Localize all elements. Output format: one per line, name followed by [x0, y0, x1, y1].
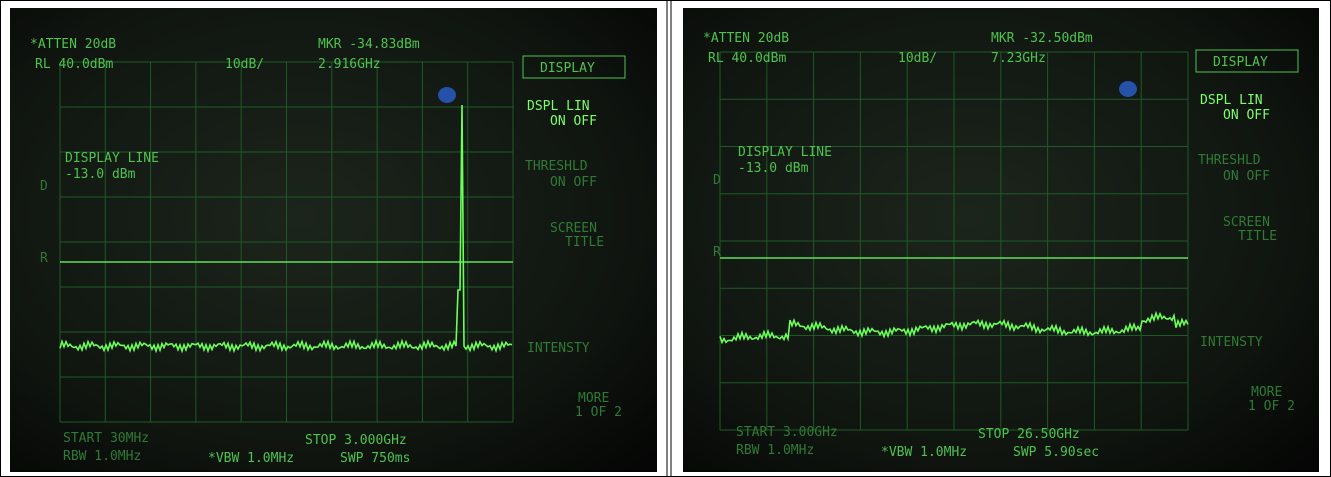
screen-text: D: [713, 173, 721, 188]
glare: [1119, 81, 1137, 97]
screen-text: TITLE: [1238, 229, 1277, 244]
screen-text: THRESHLD: [1198, 153, 1261, 168]
screen-text: ON OFF: [550, 114, 597, 129]
screen-text: ON OFF: [550, 175, 597, 190]
screen-text: *VBW 1.0MHz: [881, 445, 967, 460]
screen-text: D: [40, 179, 48, 194]
screen-text: ON OFF: [1223, 108, 1270, 123]
screen-text: 10dB/: [225, 57, 264, 72]
screen-text: STOP 3.000GHz: [305, 433, 407, 448]
screen-text: DISPLAY LINE: [65, 151, 159, 166]
trace: [59, 104, 513, 354]
screen-text: -13.0 dBm: [738, 161, 809, 176]
screen-text: START 3.00GHz: [736, 425, 838, 440]
screen-text: DISPLAY: [540, 61, 595, 76]
screen-text: DSPL LIN: [1200, 93, 1263, 108]
screen-text: DISPLAY: [1213, 55, 1268, 70]
screen-text: 2.916GHz: [318, 57, 381, 72]
screen-text: RBW 1.0MHz: [736, 443, 814, 458]
screen-text: DISPLAY LINE: [738, 145, 832, 160]
screen-text: MORE: [578, 391, 609, 406]
screen-text: MKR -34.83dBm: [318, 37, 420, 52]
screen-text: RL 40.0dBm: [35, 57, 113, 72]
glare: [438, 87, 456, 103]
screen-text: DSPL LIN: [527, 99, 590, 114]
screen-text: SCREEN: [550, 221, 597, 236]
screen-text: SCREEN: [1223, 215, 1270, 230]
screen-text: *ATTEN 20dB: [703, 31, 789, 46]
screen-text: SWP 750ms: [340, 451, 410, 466]
screen-text: RBW 1.0MHz: [63, 449, 141, 464]
screen-text: SWP 5.90sec: [1013, 445, 1099, 460]
screen-text: 1 OF 2: [575, 405, 622, 420]
menu-box: [522, 55, 626, 79]
screen-text: START 30MHz: [63, 431, 149, 446]
photo: [10, 8, 657, 472]
screen-text: MORE: [1251, 385, 1282, 400]
menu-box: [1195, 49, 1299, 73]
screen-text: *VBW 1.0MHz: [208, 451, 294, 466]
screen-text: TITLE: [565, 235, 604, 250]
screen-text: STOP 26.50GHz: [978, 427, 1080, 442]
trace: [719, 310, 1189, 345]
screen-text: INTENSTY: [1200, 335, 1263, 350]
screen-text: 7.23GHz: [991, 51, 1046, 66]
screen-text: INTENSTY: [527, 341, 590, 356]
screen-text: 1 OF 2: [1248, 399, 1295, 414]
screen-text: THRESHLD: [525, 159, 588, 174]
screen-text: MKR -32.50dBm: [991, 31, 1093, 46]
screen-text: 10dB/: [898, 51, 937, 66]
screen-text: R: [40, 251, 48, 266]
screen-text: -13.0 dBm: [65, 167, 136, 182]
screen-text: *ATTEN 20dB: [30, 37, 116, 52]
screen-text: R: [713, 245, 721, 260]
screen-text: ON OFF: [1223, 169, 1270, 184]
screen-text: RL 40.0dBm: [708, 51, 786, 66]
